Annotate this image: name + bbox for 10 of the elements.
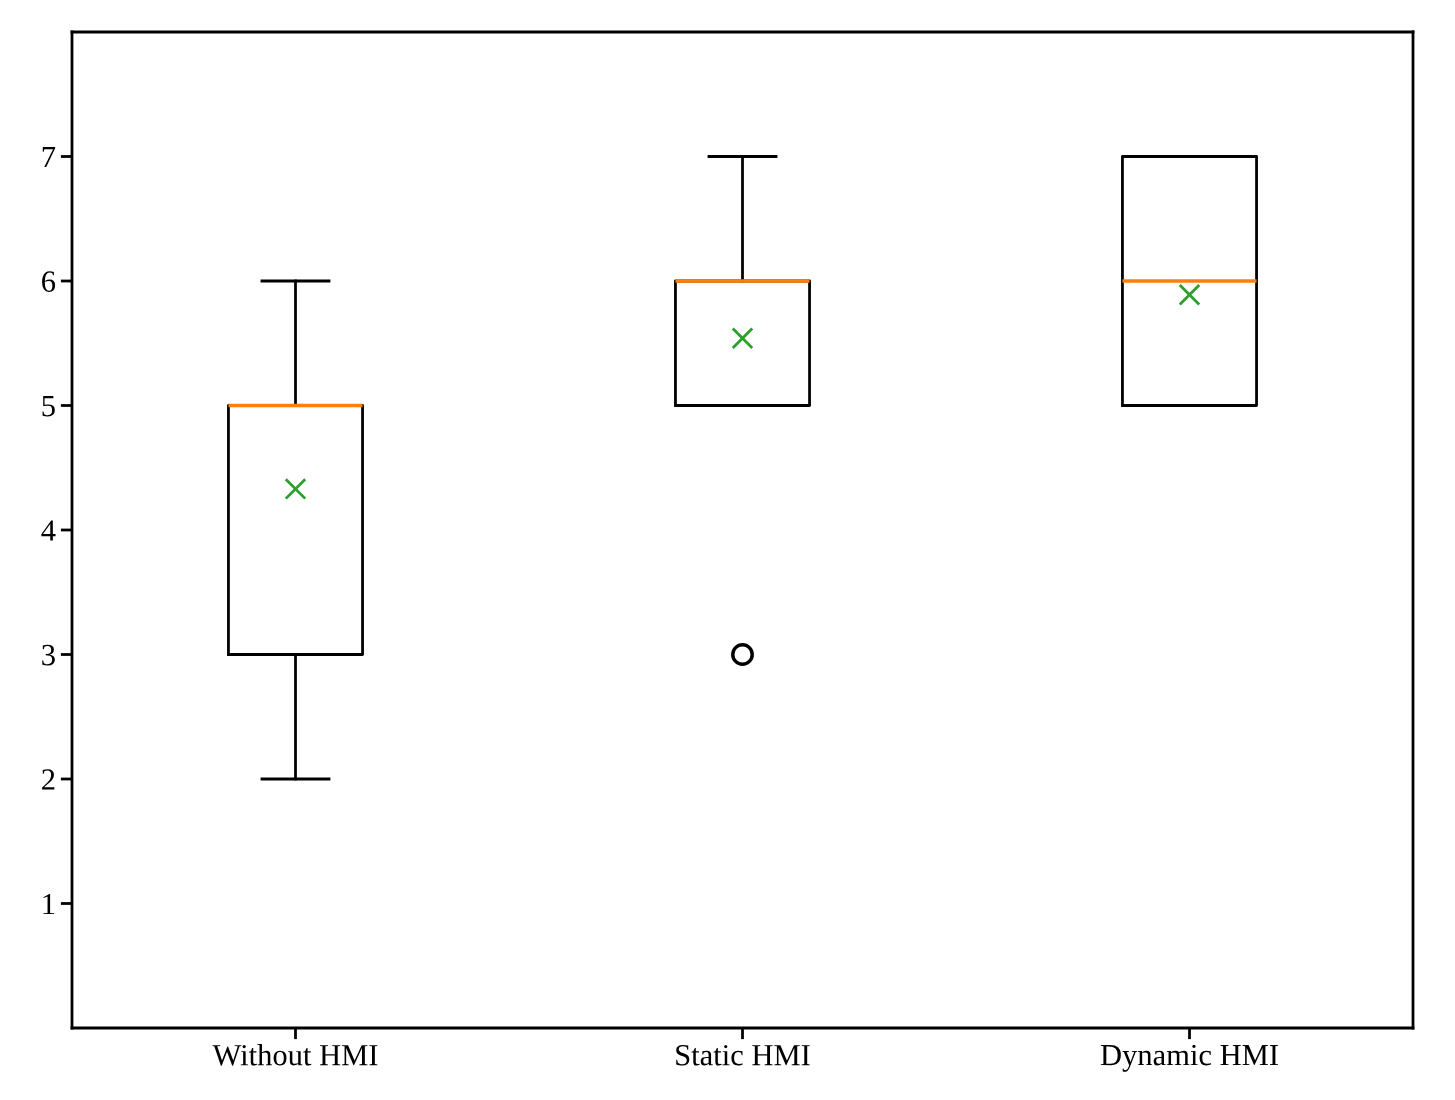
y-tick-label: 6 <box>42 271 56 292</box>
y-tick-label: 7 <box>42 147 56 168</box>
y-tick-label: 1 <box>43 893 55 915</box>
x-tick-label: Dynamic HMI <box>1100 1044 1278 1072</box>
y-tick-label: 5 <box>42 396 55 417</box>
y-tick-label: 3 <box>42 644 55 666</box>
x-tick-label: Without HMI <box>212 1043 378 1066</box>
y-tick-label: 2 <box>42 769 55 790</box>
x-tick-label: Static HMI <box>676 1044 810 1066</box>
y-tick-label: 4 <box>41 520 56 541</box>
